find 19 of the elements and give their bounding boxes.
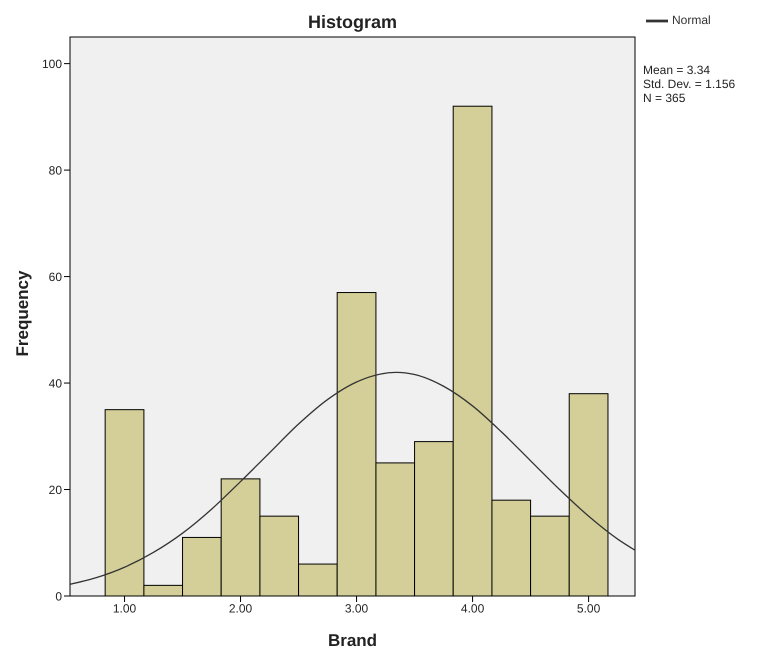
x-tick-label: 1.00 bbox=[112, 602, 137, 616]
y-tick-label: 60 bbox=[48, 270, 62, 284]
legend-label: Normal bbox=[672, 13, 711, 28]
x-tick-label: 4.00 bbox=[460, 602, 485, 616]
y-tick-label: 20 bbox=[48, 482, 62, 497]
x-axis-title: Brand bbox=[328, 631, 378, 650]
x-tick-label: 5.00 bbox=[576, 602, 601, 616]
line-series bbox=[70, 372, 635, 585]
y-tick-label: 80 bbox=[48, 163, 62, 178]
text: N = 365 bbox=[643, 91, 686, 105]
y-tick-label: 40 bbox=[48, 376, 62, 390]
x-tick-label: 3.00 bbox=[344, 602, 369, 616]
text: Mean = 3.34 bbox=[643, 63, 712, 77]
y-axis-title: Frequency bbox=[13, 270, 32, 356]
y-tick-label: 100 bbox=[42, 56, 62, 71]
y-tick-label: 0 bbox=[55, 589, 62, 604]
x-tick-label: 2.00 bbox=[228, 602, 253, 616]
chart-title: Histogram bbox=[306, 12, 398, 33]
text: Std. Dev. = 1.156 bbox=[643, 77, 736, 91]
